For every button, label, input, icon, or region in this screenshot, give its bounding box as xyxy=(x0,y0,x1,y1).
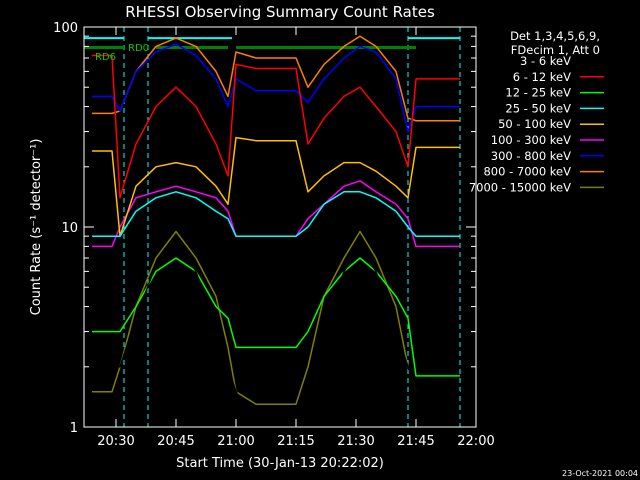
series-line-6-12-keV xyxy=(92,54,460,199)
legend-header-line: Det 1,3,4,5,6,9, xyxy=(510,29,600,43)
plot-area xyxy=(84,27,461,428)
x-axis-label: Start Time (30-Jan-13 20:22:02) xyxy=(176,456,384,471)
x-tick-label: 21:15 xyxy=(277,434,314,449)
legend-label: 6 - 12 keV xyxy=(513,70,571,84)
y-tick-label: 1 xyxy=(70,421,78,436)
y-axis-label: Count Rate (s⁻¹ detector⁻¹) xyxy=(29,139,44,316)
x-axis: 20:30 20:45 21:00 21:15 21:30 21:45 22:00 xyxy=(97,27,495,449)
x-tick-label: 21:30 xyxy=(337,434,374,449)
legend-label: 50 - 100 keV xyxy=(498,117,571,131)
annotation-rd0: RD0 xyxy=(128,43,149,54)
y-axis: 1 10 100 xyxy=(53,21,476,436)
annotation-rd6: RD6 xyxy=(95,52,116,63)
series-line-7000-15000-keV xyxy=(92,230,460,405)
x-tick-label: 20:45 xyxy=(157,434,194,449)
series-line-300-800-keV xyxy=(92,43,460,133)
y-tick-label: 10 xyxy=(61,221,78,236)
legend-label: 12 - 25 keV xyxy=(505,86,571,100)
x-tick-label: 22:00 xyxy=(457,434,494,449)
legend-label: 300 - 800 keV xyxy=(491,149,571,163)
x-tick-label: 21:00 xyxy=(217,434,254,449)
legend: Det 1,3,4,5,6,9,FDecim 1, Att 03 - 6 keV… xyxy=(469,29,604,194)
legend-label: 800 - 7000 keV xyxy=(483,165,571,179)
legend-label: 100 - 300 keV xyxy=(491,133,571,147)
y-tick-label: 100 xyxy=(53,21,78,36)
series-line-50-100-keV xyxy=(92,136,460,237)
legend-label: 7000 - 15000 keV xyxy=(469,180,571,194)
x-tick-label: 20:30 xyxy=(97,434,134,449)
legend-label: 3 - 6 keV xyxy=(520,54,571,68)
chart-title: RHESSI Observing Summary Count Rates xyxy=(125,3,435,21)
plot-frame xyxy=(83,26,477,428)
x-tick-label: 21:45 xyxy=(397,434,434,449)
legend-header-line: FDecim 1, Att 0 xyxy=(511,43,600,57)
series-line-3-6-keV xyxy=(92,235,460,428)
series-line-25-50-keV xyxy=(92,191,460,237)
series-line-800-7000-keV xyxy=(92,35,460,122)
footer-timestamp: 23-Oct-2021 00:04 xyxy=(562,469,638,478)
legend-label: 25 - 50 keV xyxy=(505,101,571,115)
